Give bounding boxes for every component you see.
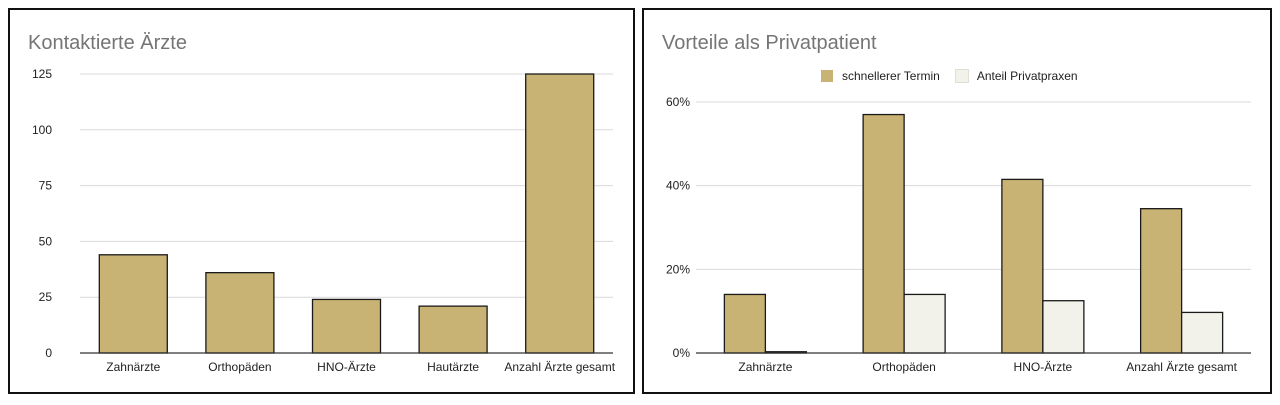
x-tick-label: Zahnärzte [106,360,160,374]
bar [1180,311,1224,354]
y-tick-label: 40% [666,179,690,193]
legend-item-fast-appointment: schnellerer Termin [821,69,940,83]
bar [1042,300,1085,354]
x-tick-label: Anzahl Ärzte gesamt [504,360,615,374]
bar [1139,208,1183,354]
bar [418,305,488,354]
bar [903,293,946,354]
bar-chart-contacted-doctors: 0 25 50 75 100 125 Zahnärzte Orthopäden HNO-Ärzt… [32,67,616,374]
x-tick-label: HNO-Ärzte [1014,360,1073,374]
x-tick-label: Zahnärzte [738,360,792,374]
chart-panel-contacted-doctors: Kontaktierte Ärzte 0 25 50 75 100 125 Zahnärzt… [8,8,635,394]
chart-legend: schnellerer Termin Anteil Privatpraxen [821,69,1094,83]
bar [862,113,905,354]
bar-chart-private-patient-advantages: 0% 20% 40% 60% Zahnärzte Orthopäden HNO-Ärzte A… [666,95,1251,374]
legend-swatch-cream [954,69,969,83]
y-tick-label: 75 [39,179,53,193]
x-tick-label: HNO-Ärzte [317,360,376,374]
bar [98,254,168,354]
y-tick-label: 0% [673,346,691,360]
y-tick-label: 100 [32,123,52,137]
y-tick-label: 50 [39,234,53,248]
y-tick-label: 0 [45,346,52,360]
chart-title: Vorteile als Privatpatient [662,32,877,54]
y-tick-label: 125 [32,67,52,81]
bar [311,298,382,354]
legend-label: Anteil Privatpraxen [976,69,1078,83]
y-tick-label: 60% [666,95,690,109]
legend-label: schnellerer Termin [842,69,940,83]
bar [525,73,595,354]
bar [1001,178,1044,354]
x-tick-label: Hautärzte [427,360,479,374]
legend-item-private-practices: Anteil Privatpraxen [954,69,1078,83]
chart-panel-private-patient-advantages: Vorteile als Privatpatient schnellerer T… [642,8,1272,394]
x-tick-label: Anzahl Ärzte gesamt [1126,360,1237,374]
x-tick-label: Orthopäden [208,360,271,374]
bar [205,271,275,354]
y-tick-label: 25 [39,290,53,304]
y-tick-label: 20% [666,262,690,276]
bar [723,293,767,354]
legend-swatch-gold [821,70,833,82]
x-tick-label: Orthopäden [872,360,935,374]
chart-title: Kontaktierte Ärzte [28,32,187,54]
